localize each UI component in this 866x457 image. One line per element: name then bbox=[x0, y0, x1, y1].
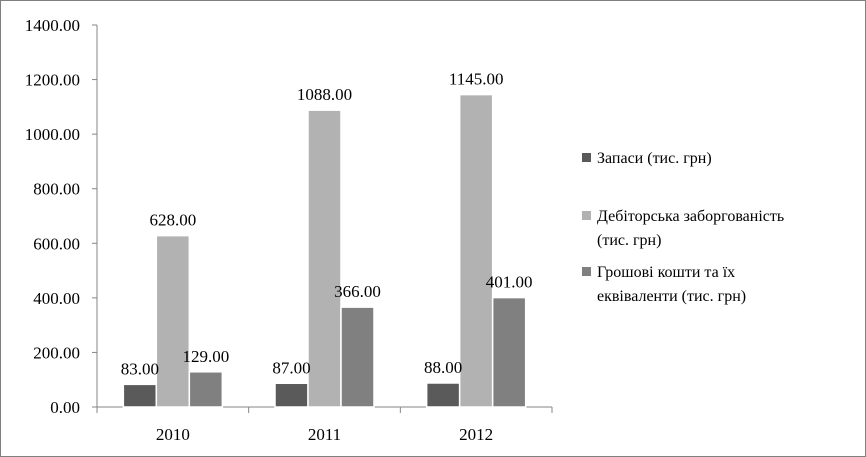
data-label: 366.00 bbox=[334, 282, 381, 301]
bar bbox=[122, 383, 158, 408]
y-tick-label: 800.00 bbox=[33, 180, 80, 199]
bar bbox=[491, 296, 527, 408]
legend-label: (тис. грн) bbox=[597, 232, 661, 249]
data-label: 1145.00 bbox=[449, 70, 504, 89]
y-tick-label: 1400.00 bbox=[25, 16, 80, 35]
data-label: 129.00 bbox=[182, 347, 229, 366]
legend-swatch bbox=[582, 267, 591, 276]
y-tick-label: 400.00 bbox=[33, 289, 80, 308]
legend-label: Дебіторська заборгованість bbox=[597, 208, 784, 225]
legend-swatch bbox=[582, 211, 591, 220]
bar bbox=[458, 93, 494, 408]
legend-label: Грошові кошти та їх bbox=[597, 264, 735, 281]
bar bbox=[188, 371, 224, 408]
y-tick-label: 200.00 bbox=[33, 343, 80, 362]
x-tick-label: 2011 bbox=[308, 425, 341, 444]
legend: Запаси (тис. грн) Дебіторська заборговані… bbox=[582, 150, 784, 305]
legend-label: Запаси (тис. грн) bbox=[597, 150, 712, 167]
y-tick-label: 0.00 bbox=[50, 398, 80, 417]
data-label: 88.00 bbox=[424, 358, 462, 377]
data-label: 1088.00 bbox=[297, 85, 352, 104]
x-tick-label: 2012 bbox=[459, 425, 493, 444]
bar bbox=[340, 306, 375, 408]
legend-label: еквіваленти (тис. грн) bbox=[597, 288, 746, 305]
y-tick-label: 1200.00 bbox=[25, 71, 80, 90]
data-labels-group: 83.00 628.00 129.00 87.00 1088.00 366.00 88.00… bbox=[121, 70, 533, 379]
data-label: 401.00 bbox=[486, 273, 533, 292]
bar bbox=[425, 382, 461, 408]
legend-swatch bbox=[582, 153, 591, 162]
y-tick-label: 600.00 bbox=[33, 234, 80, 253]
bar bbox=[155, 234, 191, 408]
bars-group bbox=[122, 93, 527, 408]
data-label: 83.00 bbox=[121, 359, 159, 378]
y-tick-label: 1000.00 bbox=[25, 125, 80, 144]
data-label: 628.00 bbox=[149, 211, 196, 230]
data-label: 87.00 bbox=[272, 358, 310, 377]
axes-group: 0.00 200.00 400.00 600.00 800.00 1000.00 1200.… bbox=[25, 16, 553, 444]
bar bbox=[307, 109, 342, 408]
bar bbox=[274, 382, 309, 408]
x-tick-label: 2010 bbox=[156, 425, 190, 444]
